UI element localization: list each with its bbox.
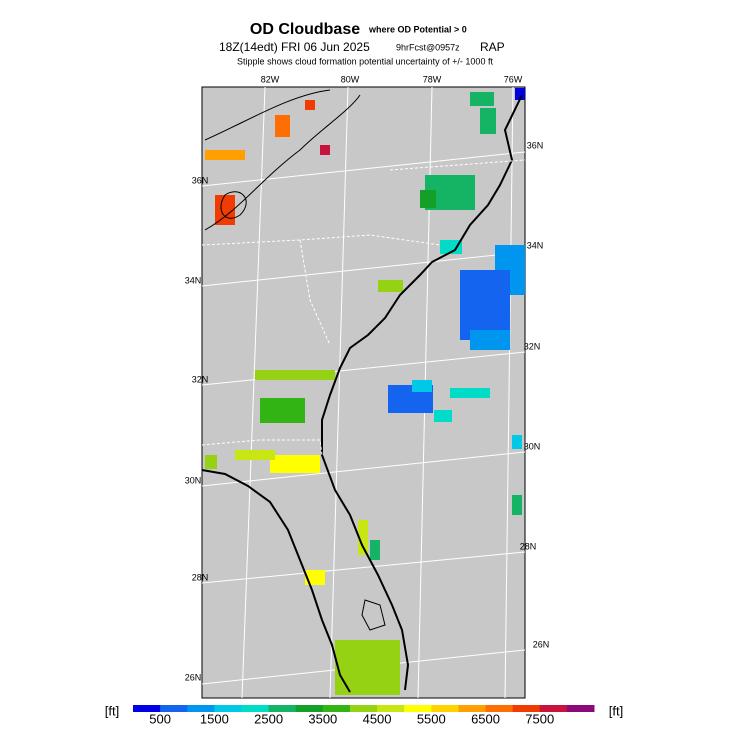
colorbar-label: 2500 [254,711,283,726]
colorbar-swatch [241,705,270,712]
colorbar-swatch [295,705,324,712]
lat-label: 36N [527,140,544,150]
contours [204,89,386,631]
colorbar-swatch [322,705,351,712]
subtitle: Stipple shows cloud formation potential … [237,56,493,66]
colorbar-label: 1500 [200,711,229,726]
colorbar-label: 7500 [525,711,554,726]
lon-label: 78W [423,74,442,84]
colorbar-swatch [187,705,215,712]
title-note: where OD Potential > 0 [368,24,467,34]
colorbar-label: 3500 [308,711,337,726]
colorbar-swatch [404,705,432,712]
title: OD Cloudbase [250,21,360,38]
colorbar-swatch [539,705,568,712]
colorbar: 500 1500 2500 3500 4500 5500 6500 7500 [ft] [ft] [105,703,623,726]
colorbar-swatch [214,705,242,712]
colorbar-swatch [485,705,514,712]
lat-label: 26N [185,672,202,682]
colorbar-swatch [512,705,541,712]
lat-label: 34N [527,240,544,250]
cloud-cells [205,88,525,695]
lon-label: 82W [261,74,280,84]
lat-label: 28N [192,572,209,582]
colorbar-swatch [268,705,297,712]
lat-label: 36N [192,175,209,185]
map-frame [201,86,526,699]
colorbar-swatch [349,705,378,712]
colorbar-swatch [160,705,188,712]
model-name: RAP [480,40,505,54]
lat-label: 26N [533,639,550,649]
colorbar-unit: [ft] [609,703,623,718]
lat-label: 30N [185,475,202,485]
map-labels: 82W 80W 78W 76W 36N 34N 32N 30N 28N 26N 36N 34N 32N 3… [185,74,550,682]
coastline [201,94,523,693]
colorbar-swatch [566,705,595,712]
state-borders [201,159,526,456]
colorbar-swatch [431,705,459,712]
lat-label: 28N [520,541,537,551]
colorbar-unit: [ft] [105,703,119,718]
colorbar-swatch [458,705,487,712]
colorbar-label: 6500 [471,711,500,726]
lat-label: 34N [185,275,202,285]
valid-time: 18Z(14edt) FRI 06 Jun 2025 [219,40,370,54]
colorbar-label: 500 [149,711,171,726]
lon-label: 76W [504,74,523,84]
lon-label: 80W [341,74,360,84]
lat-label: 32N [524,341,541,351]
colorbar-swatch [377,705,405,712]
lat-label: 32N [192,374,209,384]
colorbar-label: 4500 [363,711,392,726]
forecast-info: 9hrFcst@0957z [396,42,460,52]
colorbar-label: 5500 [417,711,446,726]
lat-label: 30N [524,441,541,451]
colorbar-swatch [133,705,161,712]
